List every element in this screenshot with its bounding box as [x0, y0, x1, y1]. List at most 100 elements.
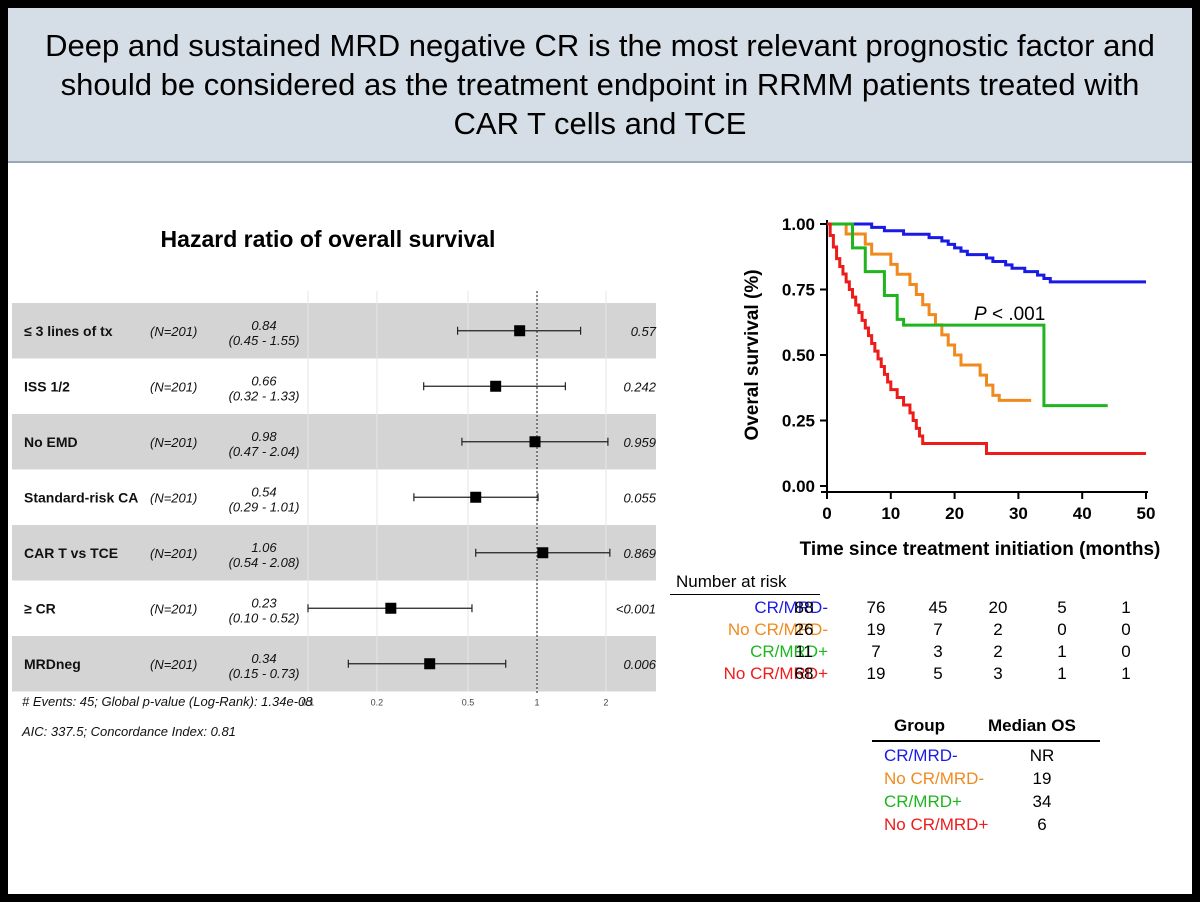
risk-row-group: No CR/MRD+ — [723, 664, 828, 683]
risk-row-value: 5 — [933, 664, 943, 683]
km-series-cr-mrd- — [827, 222, 1108, 408]
km-x-tick: 10 — [881, 504, 900, 523]
km-y-tick: 0.50 — [782, 346, 815, 365]
forest-hr-marker — [470, 491, 482, 503]
km-y-axis-label: Overal survival (%) — [742, 269, 763, 440]
forest-row-label: ISS 1/2 — [24, 378, 70, 394]
risk-row-value: 11 — [795, 642, 813, 661]
forest-row-label: CAR T vs TCE — [24, 545, 118, 561]
km-y-tick: 0.00 — [782, 477, 815, 496]
median-row-group: CR/MRD+ — [884, 792, 962, 811]
median-row-value: 6 — [1037, 815, 1047, 834]
forest-row-label: ≤ 3 lines of tx — [24, 323, 113, 339]
forest-row-hr: 0.66 — [251, 373, 277, 388]
forest-plot: ≤ 3 lines of tx (N=201) 0.84(0.45 - 1.55) 0… — [12, 291, 657, 739]
forest-row-label: Standard-risk CA — [24, 489, 138, 505]
km-p-symbol: P — [974, 304, 987, 325]
km-series-no-cr-mrd- — [827, 222, 1146, 456]
risk-row-value: 76 — [866, 598, 886, 617]
forest-row-ci: (0.29 - 1.01) — [229, 499, 300, 514]
risk-row-value: 1 — [1057, 642, 1067, 661]
forest-row-p: <0.001 — [616, 601, 656, 616]
forest-row-ci: (0.10 - 0.52) — [229, 610, 300, 625]
km-x-tick: 50 — [1137, 504, 1156, 523]
forest-row-hr: 0.23 — [251, 595, 277, 610]
forest-row-n: (N=201) — [150, 601, 197, 616]
km-series-no-cr-mrd- — [827, 222, 1032, 402]
forest-hr-marker — [514, 325, 526, 337]
km-y-tick: 0.25 — [782, 412, 815, 431]
forest-row-p: 0.57 — [631, 324, 657, 339]
risk-table-rule — [670, 594, 820, 595]
risk-row-value: 1 — [1121, 598, 1131, 617]
risk-row-value: 88 — [794, 598, 814, 617]
forest-row-label: MRDneg — [24, 656, 81, 672]
forest-row-ci: (0.45 - 1.55) — [229, 333, 300, 348]
median-table-row: No CR/MRD- 19 — [872, 769, 1112, 793]
forest-row-n: (N=201) — [150, 435, 197, 450]
km-series-cr-mrd- — [827, 222, 1146, 284]
median-row-group: No CR/MRD+ — [884, 815, 989, 834]
risk-table-row: No CR/MRD- 26 19 7 2 0 0 — [668, 620, 1188, 642]
km-x-tick: 40 — [1073, 504, 1092, 523]
forest-hr-marker — [537, 547, 549, 559]
risk-row-value: 0 — [1121, 642, 1131, 661]
median-table-row: No CR/MRD+ 6 — [872, 815, 1112, 839]
risk-row-value: 2 — [993, 620, 1003, 639]
risk-row-value: 0 — [1057, 620, 1067, 639]
forest-row-hr: 1.06 — [251, 540, 277, 555]
median-table-rule — [872, 740, 1100, 742]
forest-x-tick: 0.2 — [371, 698, 384, 708]
km-curve-chart: 0.00 0.25 0.50 0.75 1.00 0 10 20 30 40 50 Time sinc… — [742, 215, 1161, 560]
risk-row-group: CR/MRD- — [754, 598, 828, 617]
forest-row-p: 0.242 — [623, 379, 656, 394]
forest-row-label: No EMD — [24, 434, 78, 450]
forest-row-hr: 0.54 — [251, 484, 276, 499]
median-row-value: 34 — [1032, 792, 1052, 811]
header-banner: Deep and sustained MRD negative CR is th… — [8, 8, 1192, 163]
risk-table-row: CR/MRD- 88 76 45 20 5 1 — [668, 598, 1188, 620]
median-table-row: CR/MRD+ 34 — [872, 792, 1112, 816]
forest-hr-marker — [529, 436, 541, 448]
slide: Deep and sustained MRD negative CR is th… — [8, 8, 1192, 894]
km-y-tick: 0.75 — [782, 281, 815, 300]
median-table-row: CR/MRD- NR — [872, 746, 1112, 770]
risk-row-group: CR/MRD+ — [750, 642, 828, 661]
km-x-axis-label: Time since treatment initiation (months) — [800, 539, 1161, 560]
risk-row-value: 2 — [993, 642, 1003, 661]
forest-row-ci: (0.54 - 2.08) — [229, 555, 300, 570]
forest-row-hr: 0.34 — [251, 651, 276, 666]
forest-row-ci: (0.47 - 2.04) — [229, 444, 300, 459]
forest-x-tick: 0.1 — [302, 698, 315, 708]
forest-footnote-aic: AIC: 337.5; Concordance Index: 0.81 — [21, 724, 236, 739]
risk-row-value: 19 — [866, 620, 886, 639]
forest-x-tick: 2 — [603, 698, 608, 708]
risk-row-value: 0 — [1121, 620, 1131, 639]
forest-row-hr: 0.98 — [251, 429, 277, 444]
forest-row-n: (N=201) — [150, 657, 197, 672]
risk-row-value: 7 — [871, 642, 881, 661]
forest-row-hr: 0.84 — [251, 318, 276, 333]
forest-hr-marker — [424, 658, 436, 670]
forest-row-p: 0.055 — [623, 490, 656, 505]
forest-plot-title: Hazard ratio of overall survival — [160, 226, 496, 252]
risk-row-value: 68 — [794, 664, 814, 683]
risk-row-value: 7 — [933, 620, 943, 639]
forest-row-n: (N=201) — [150, 324, 197, 339]
km-x-tick: 20 — [945, 504, 964, 523]
km-p-text: < .001 — [987, 304, 1046, 325]
risk-row-value: 3 — [933, 642, 943, 661]
median-row-value: 19 — [1032, 769, 1052, 788]
median-row-group: No CR/MRD- — [884, 769, 985, 788]
forest-row-ci: (0.32 - 1.33) — [229, 388, 300, 403]
risk-table-header: Number at risk — [676, 572, 787, 591]
forest-row-p: 0.959 — [623, 435, 656, 450]
forest-row-label: ≥ CR — [24, 600, 56, 616]
risk-row-value: 45 — [928, 598, 948, 617]
forest-row-p: 0.006 — [623, 657, 656, 672]
forest-row-n: (N=201) — [150, 379, 197, 394]
forest-hr-marker — [385, 602, 397, 614]
km-p-value: P < .001 — [974, 304, 1045, 325]
risk-table-row: CR/MRD+ 11 7 3 2 1 0 — [668, 642, 1188, 664]
forest-hr-marker — [490, 380, 502, 392]
